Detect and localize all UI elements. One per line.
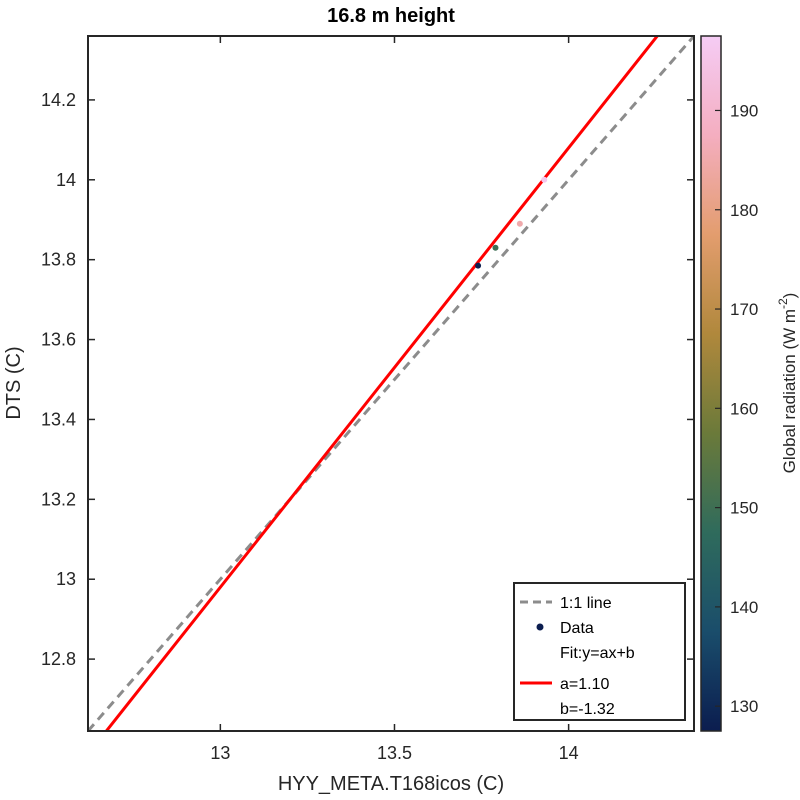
x-tick-label-2: 14 (559, 743, 579, 763)
legend-box (513, 582, 686, 721)
colorbar-ticks: 130 140 150 160 170 180 190 (715, 101, 758, 716)
y-tick-label-6: 14 (56, 170, 76, 190)
colorbar-tick-label-0: 130 (730, 697, 758, 716)
data-point-2 (516, 220, 523, 227)
one-to-one-line (88, 36, 694, 731)
legend-fit-label: Fit:y=ax+b (560, 645, 635, 662)
colorbar-tick-label-5: 180 (730, 201, 758, 220)
y-tick-label-4: 13.6 (41, 330, 76, 350)
y-tick-label-3: 13.4 (41, 409, 76, 429)
x-tick-label-1: 13.5 (377, 743, 412, 763)
legend-one-to-one-label: 1:1 line (560, 595, 612, 612)
plot-frame (87, 35, 695, 732)
legend: 1:1 line Data Fit:y=ax+b a=1.10 b=-1.32 (513, 582, 686, 721)
y-tick-label-0: 12.8 (41, 649, 76, 669)
y-tick-label-2: 13.2 (41, 489, 76, 509)
colorbar-tick-label-1: 140 (730, 598, 758, 617)
colorbar-title-main: Global radiation (W m (780, 309, 799, 473)
y-axis-title: DTS (C) (3, 346, 25, 419)
colorbar-title: Global radiation (W m-2) (776, 293, 799, 474)
plot-area (88, 36, 694, 731)
x-tick-label-0: 13 (210, 743, 230, 763)
chart-title: 16.8 m height (327, 5, 455, 27)
y-tick-label-7: 14.2 (41, 90, 76, 110)
data-points (475, 176, 548, 269)
legend-a-label: a=1.10 (560, 676, 609, 693)
legend-data-swatch (536, 623, 544, 631)
data-point-3 (541, 176, 548, 183)
colorbar-tick-label-6: 190 (730, 101, 758, 120)
y-tick-label-1: 13 (56, 569, 76, 589)
colorbar-tick-label-3: 160 (730, 399, 758, 418)
legend-b-label: b=-1.32 (560, 701, 615, 718)
data-point-0 (475, 262, 482, 269)
legend-data-label: Data (560, 620, 594, 637)
axis-ticks: 13 13.5 14 12.8 13 13.2 13.4 13.6 13.8 14 14.2 (41, 36, 694, 763)
colorbar-tick-label-2: 150 (730, 499, 758, 518)
data-point-1 (492, 244, 499, 251)
x-axis-title: HYY_META.T168icos (C) (278, 773, 504, 795)
colorbar-title-close: ) (780, 293, 799, 299)
colorbar-title-sup: -2 (776, 298, 790, 309)
y-tick-label-5: 13.8 (41, 250, 76, 270)
colorbar-tick-label-4: 170 (730, 300, 758, 319)
colorbar (700, 35, 722, 732)
fit-line (104, 36, 660, 731)
